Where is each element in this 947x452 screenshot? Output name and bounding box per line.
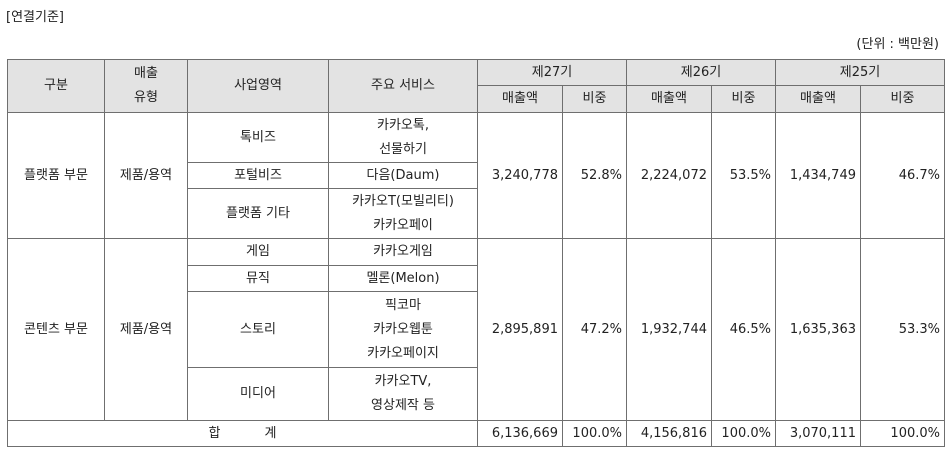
total-p26-share: 100.0% <box>711 420 776 447</box>
business-area: 스토리 <box>187 291 329 368</box>
header-row-2: 매출액 비중 매출액 비중 매출액 비중 <box>8 85 945 113</box>
table-row: 플랫폼 부문 제품/용역 톡비즈 카카오톡, 선물하기 3,240,778 52… <box>7 112 945 239</box>
service-item: 영상제작 등 <box>371 398 435 413</box>
p27-revenue: 3,240,778 <box>477 112 563 239</box>
table-row: 콘텐츠 부문 제품/용역 게임 카카오게임 2,895,891 47.2% 1,… <box>7 238 945 421</box>
business-area: 뮤직 <box>187 265 329 292</box>
col-header-period-25: 제25기 <box>775 59 945 86</box>
service-item: 카카오TV, <box>374 374 432 389</box>
service-item: 멜론(Melon) <box>366 270 440 286</box>
p26-share: 53.5% <box>711 112 776 239</box>
service-item: 카카오T(모빌리티) <box>352 193 454 209</box>
table-row: 뮤직 멜론(Melon) <box>8 265 945 292</box>
total-p27-revenue: 6,136,669 <box>477 420 563 447</box>
segment-sales-type: 제품/용역 <box>104 238 188 421</box>
main-services: 카카오톡, 선물하기 <box>328 112 478 163</box>
unit-label: (단위 : 백만원) <box>856 37 939 52</box>
main-services: 카카오TV, 영상제작 등 <box>328 367 478 421</box>
main-services: 멜론(Melon) <box>328 265 478 292</box>
business-area: 플랫폼 기타 <box>187 188 329 239</box>
table-row: 플랫폼 기타 카카오T(모빌리티) 카카오페이 <box>8 188 945 239</box>
col-header-p25-share: 비중 <box>860 85 945 113</box>
service-item: 다음(Daum) <box>366 167 440 183</box>
revenue-table: 구분 매출 유형 사업영역 주요 서비스 제27기 제26기 제25기 매출액 … <box>7 59 945 447</box>
col-header-period-27: 제27기 <box>477 59 627 86</box>
sales-type-line-2: 유형 <box>134 90 158 105</box>
table-row: 스토리 픽코마 카카오웹툰 카카오페이지 <box>8 291 945 368</box>
p25-share: 46.7% <box>860 112 945 239</box>
col-header-category: 구분 <box>7 59 105 113</box>
business-area: 미디어 <box>187 367 329 421</box>
col-header-period-26: 제26기 <box>626 59 776 86</box>
sales-type-line-1: 매출 <box>134 66 158 81</box>
business-area: 톡비즈 <box>187 112 329 163</box>
total-p25-share: 100.0% <box>860 420 945 447</box>
p27-share: 47.2% <box>562 238 627 421</box>
p25-share: 53.3% <box>860 238 945 421</box>
col-header-p27-share: 비중 <box>562 85 627 113</box>
total-label-part-2: 계 <box>264 425 277 441</box>
business-area: 게임 <box>187 238 329 266</box>
p25-revenue: 1,434,749 <box>775 112 861 239</box>
col-header-p27-revenue: 매출액 <box>477 85 563 113</box>
business-area: 포털비즈 <box>187 162 329 189</box>
segment-name: 플랫폼 부문 <box>7 112 105 239</box>
service-item: 카카오톡, <box>377 117 429 133</box>
main-services: 다음(Daum) <box>328 162 478 189</box>
p27-revenue: 2,895,891 <box>477 238 563 421</box>
main-services: 카카오게임 <box>328 238 478 266</box>
p27-share: 52.8% <box>562 112 627 239</box>
col-header-main-services: 주요 서비스 <box>328 59 478 113</box>
col-header-p26-revenue: 매출액 <box>626 85 712 113</box>
header-row-1: 구분 매출 유형 사업영역 주요 서비스 제27기 제26기 제25기 <box>7 59 945 113</box>
main-services: 픽코마 카카오웹툰 카카오페이지 <box>328 291 478 368</box>
col-header-p26-share: 비중 <box>711 85 776 113</box>
service-item: 카카오페이 <box>373 217 433 233</box>
service-item: 선물하기 <box>379 141 427 157</box>
service-item: 카카오웹툰 <box>373 321 433 337</box>
p26-revenue: 2,224,072 <box>626 112 712 239</box>
col-header-sales-type: 매출 유형 <box>104 59 188 113</box>
col-header-p25-revenue: 매출액 <box>775 85 861 113</box>
service-item: 픽코마 <box>385 297 421 313</box>
segment-name: 콘텐츠 부문 <box>7 238 105 421</box>
main-services: 카카오T(모빌리티) 카카오페이 <box>328 188 478 239</box>
p26-revenue: 1,932,744 <box>626 238 712 421</box>
total-p25-revenue: 3,070,111 <box>775 420 861 447</box>
service-item: 카카오게임 <box>373 244 433 259</box>
table-row: 포털비즈 다음(Daum) <box>8 162 945 189</box>
total-p26-revenue: 4,156,816 <box>626 420 712 447</box>
service-item: 카카오페이지 <box>367 345 439 361</box>
table-row: 미디어 카카오TV, 영상제작 등 <box>8 367 945 421</box>
total-label-part-1: 합 <box>208 425 221 441</box>
p25-revenue: 1,635,363 <box>775 238 861 421</box>
consolidation-basis-label: [연결기준] <box>6 10 64 25</box>
p26-share: 46.5% <box>711 238 776 421</box>
total-p27-share: 100.0% <box>562 420 627 447</box>
col-header-business-area: 사업영역 <box>187 59 329 113</box>
segment-sales-type: 제품/용역 <box>104 112 188 239</box>
